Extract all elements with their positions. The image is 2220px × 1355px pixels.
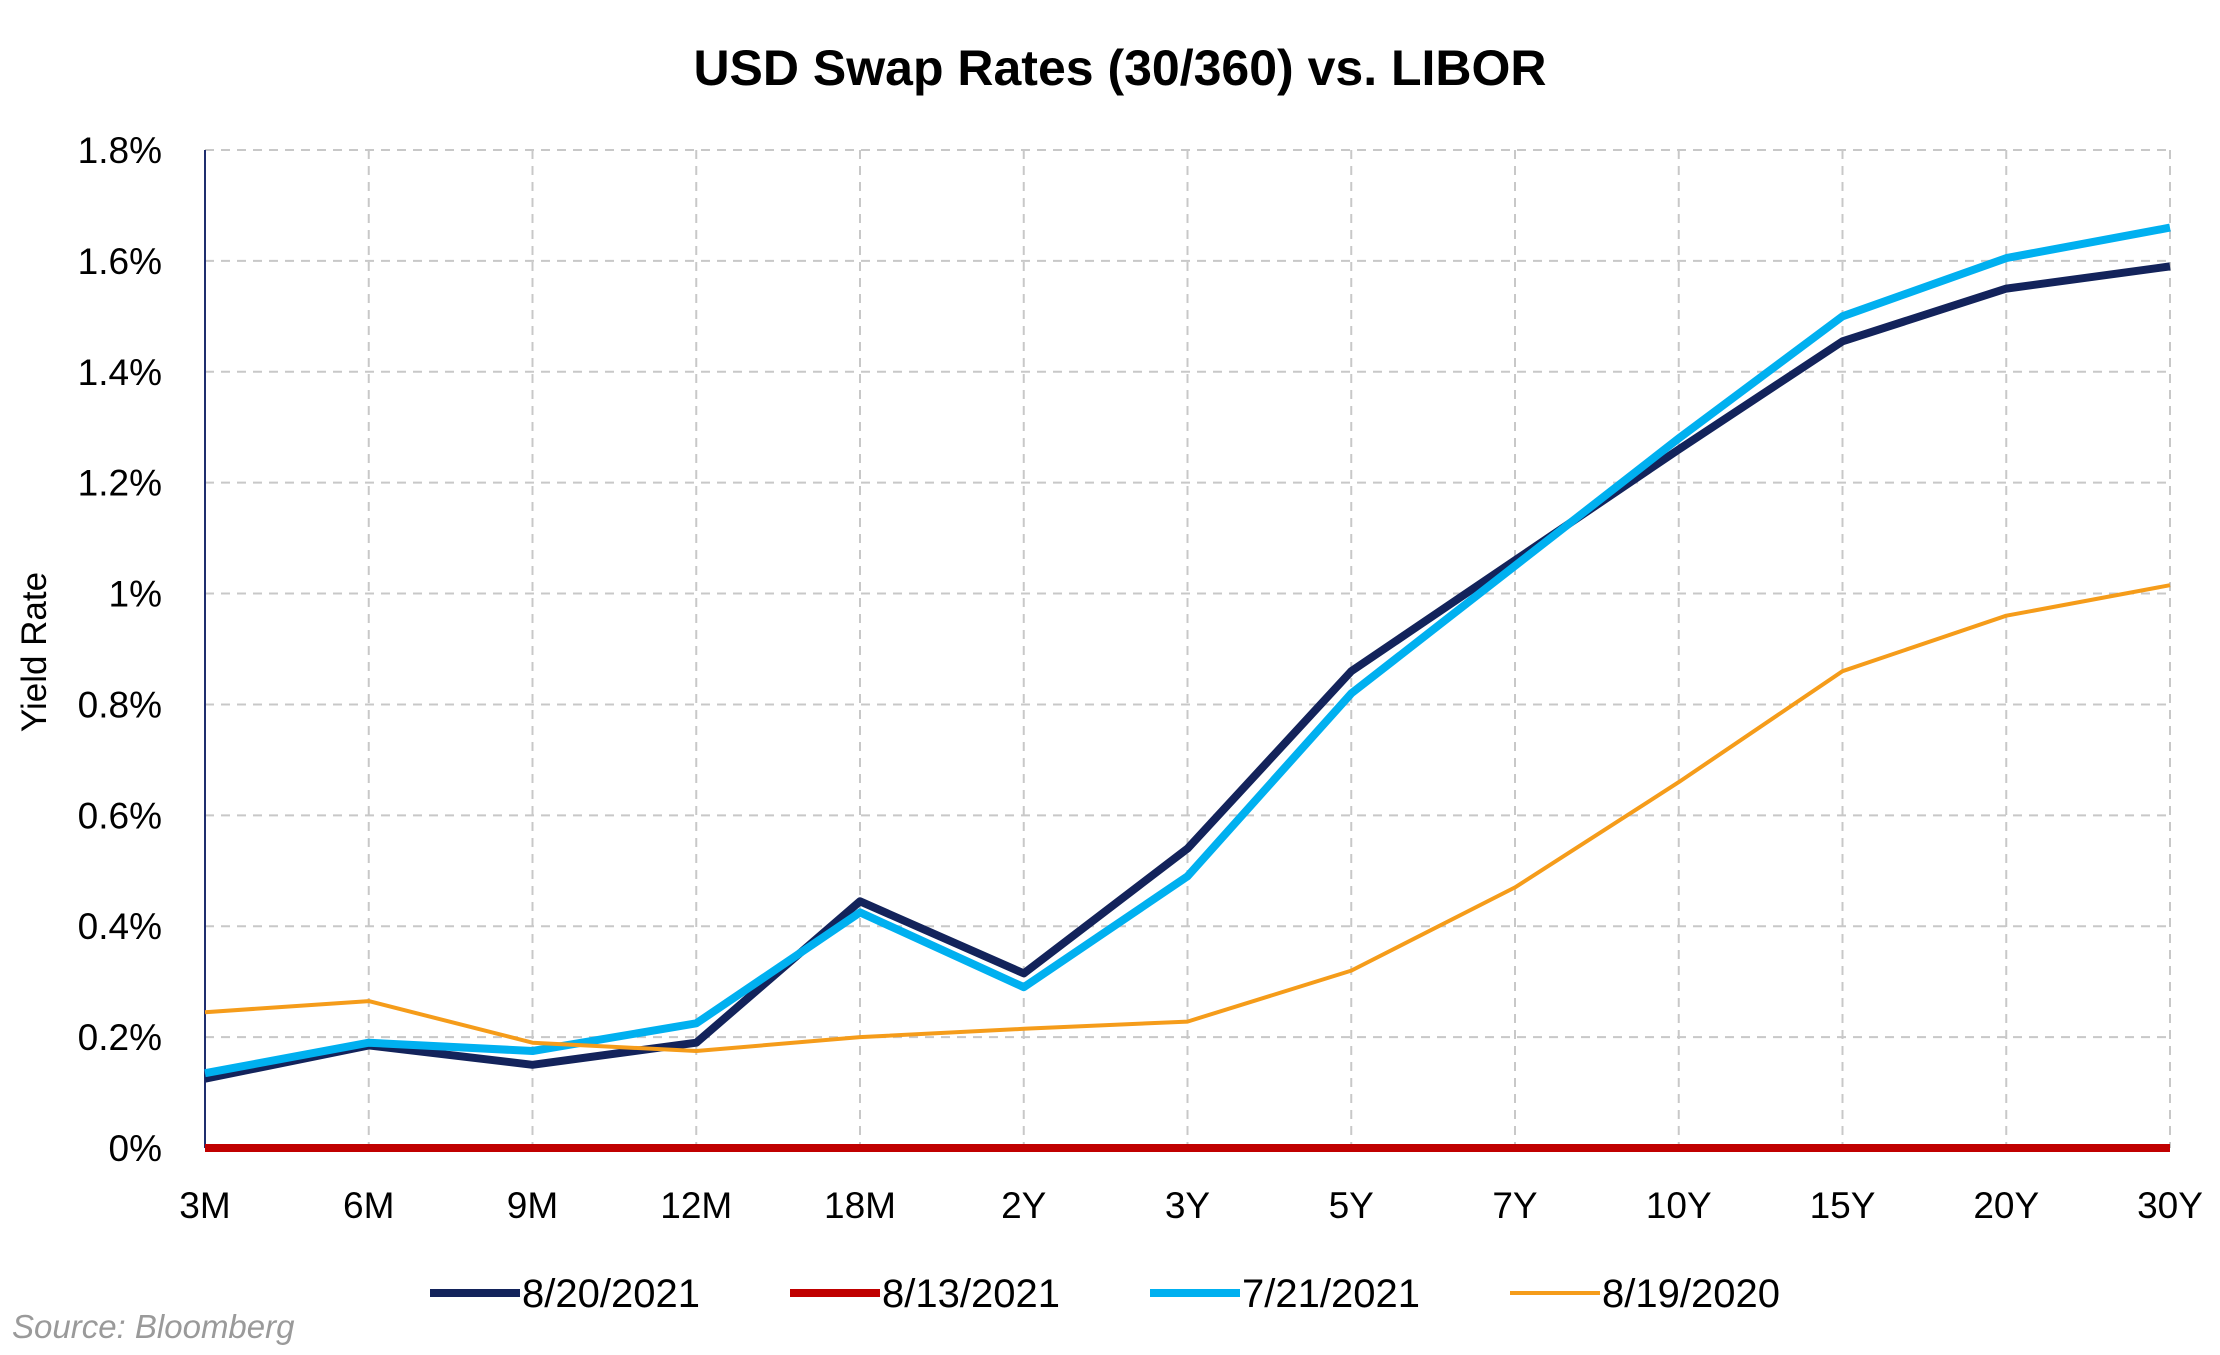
series-lines (204, 223, 2171, 1152)
x-tick-label: 12M (660, 1185, 732, 1226)
y-tick-label: 1.8% (78, 130, 162, 171)
x-tick-label: 6M (343, 1185, 394, 1226)
x-tick-label: 9M (507, 1185, 558, 1226)
chart-title: USD Swap Rates (30/360) vs. LIBOR (693, 40, 1546, 96)
y-tick-label: 0.2% (78, 1017, 162, 1058)
series-line (204, 262, 2171, 1083)
x-tick-label: 3Y (1165, 1185, 1210, 1226)
series-line (204, 223, 2171, 1078)
y-tick-label: 1% (109, 574, 162, 615)
x-tick-label: 10Y (1646, 1185, 1712, 1226)
legend-label: 8/20/2021 (522, 1272, 700, 1316)
y-tick-label: 0.6% (78, 795, 162, 836)
y-tick-label: 1.2% (78, 463, 162, 504)
source-note: Source: Bloomberg (12, 1308, 295, 1345)
legend-label: 7/21/2021 (1242, 1272, 1420, 1316)
legend-label: 8/19/2020 (1602, 1272, 1780, 1316)
grid (205, 149, 2171, 1148)
y-tick-labels: 0% 0.2% 0.4% 0.6% 0.8% 1% 1.2% 1.4% 1.6% 1.8% (78, 130, 162, 1169)
x-tick-label: 5Y (1329, 1185, 1374, 1226)
legend-label: 8/13/2021 (882, 1272, 1060, 1316)
y-tick-label: 1.4% (78, 352, 162, 393)
x-tick-label: 2Y (1001, 1185, 1046, 1226)
x-tick-label: 20Y (1973, 1185, 2039, 1226)
x-tick-label: 7Y (1492, 1185, 1537, 1226)
x-tick-labels: 3M 6M 9M 12M 18M 2Y 3Y 5Y 7Y 10Y 15Y 20Y 30Y (179, 1185, 2203, 1226)
y-tick-label: 0.4% (78, 906, 162, 947)
x-tick-label: 3M (179, 1185, 230, 1226)
legend: 8/20/2021 8/13/2021 7/21/2021 8/19/2020 (430, 1272, 1780, 1316)
x-tick-label: 30Y (2137, 1185, 2203, 1226)
y-tick-label: 0.8% (78, 684, 162, 725)
x-tick-label: 18M (824, 1185, 896, 1226)
series-line (204, 583, 2171, 1053)
y-tick-label: 1.6% (78, 241, 162, 282)
y-axis-label: Yield Rate (15, 572, 54, 732)
x-tick-label: 15Y (1810, 1185, 1876, 1226)
y-tick-label: 0% (109, 1128, 162, 1169)
